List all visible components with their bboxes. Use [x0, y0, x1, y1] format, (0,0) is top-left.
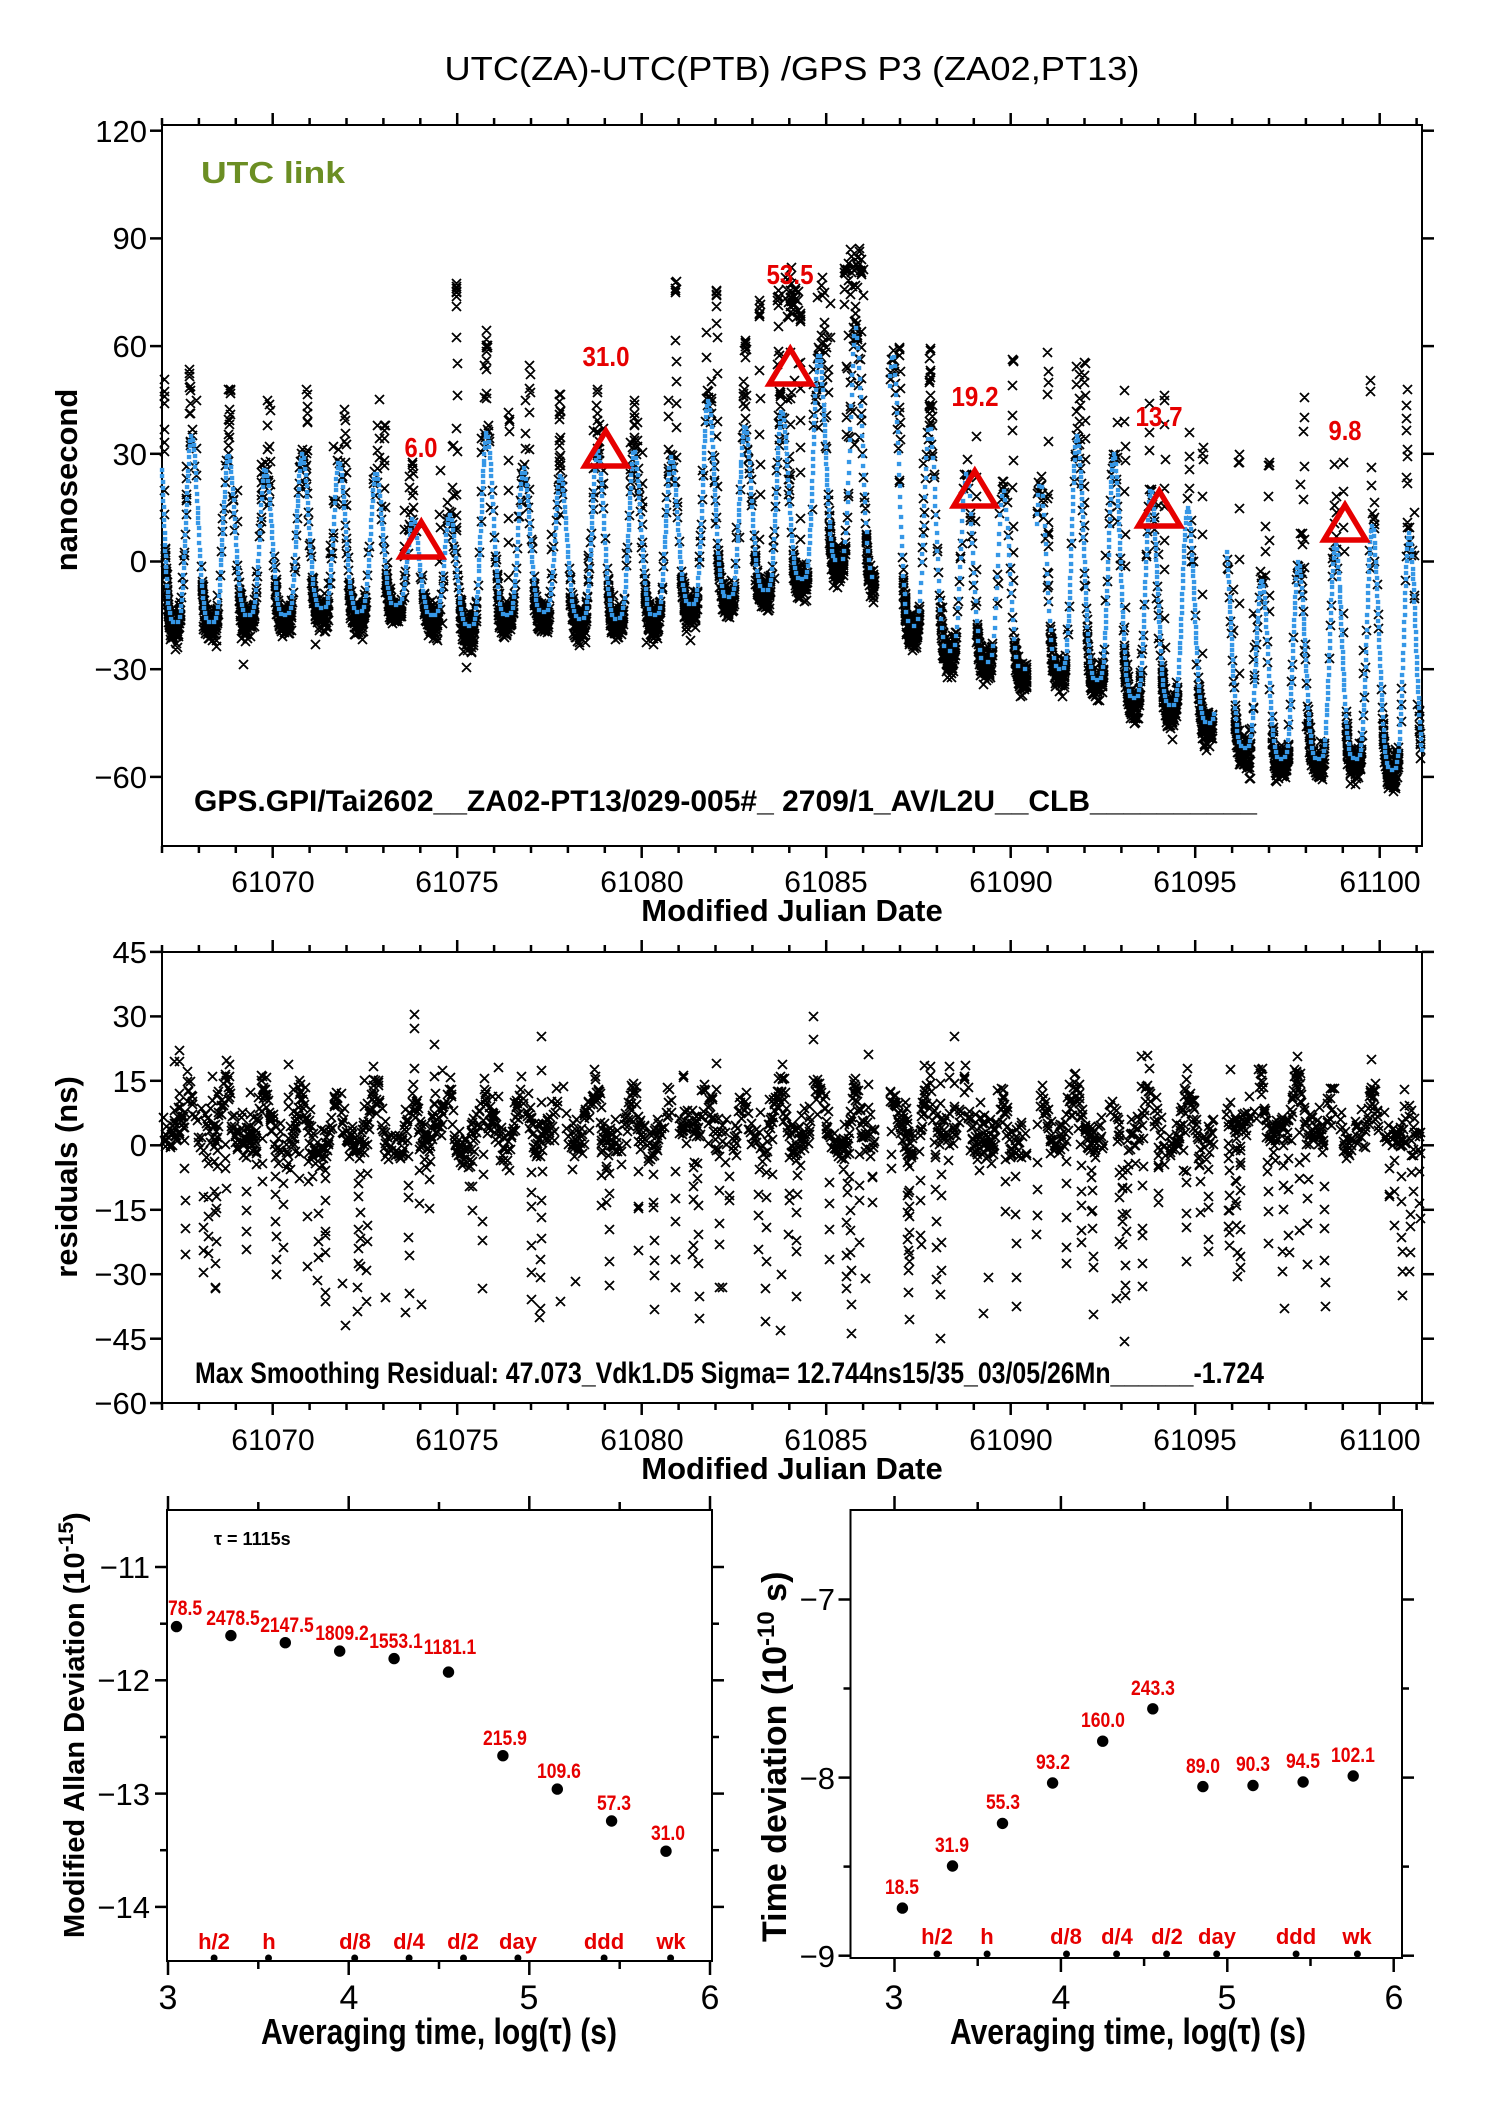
svg-text:0: 0 [130, 1128, 147, 1163]
svg-text:9.8: 9.8 [1329, 415, 1362, 446]
svg-text:day: day [1198, 1924, 1237, 1949]
svg-text:h: h [262, 1929, 275, 1954]
svg-text:h: h [980, 1924, 993, 1949]
svg-text:Averaging time, log(τ) (s): Averaging time, log(τ) (s) [261, 2011, 617, 2052]
svg-text:−45: −45 [94, 1322, 147, 1357]
svg-text:d/2: d/2 [447, 1929, 479, 1954]
svg-text:ddd: ddd [584, 1929, 624, 1954]
svg-text:53.5: 53.5 [767, 259, 814, 290]
svg-text:1809.2: 1809.2 [315, 1622, 369, 1645]
svg-text:2147.5: 2147.5 [260, 1614, 314, 1637]
svg-text:5: 5 [520, 1979, 539, 2017]
svg-text:−30: −30 [94, 1257, 147, 1292]
svg-text:−14: −14 [97, 1890, 150, 1925]
svg-text:55.3: 55.3 [986, 1791, 1020, 1814]
svg-text:day: day [499, 1929, 538, 1954]
svg-text:31.0: 31.0 [651, 1822, 685, 1845]
svg-text:Averaging time, log(τ) (s): Averaging time, log(τ) (s) [950, 2011, 1306, 2052]
svg-text:89.0: 89.0 [1186, 1755, 1220, 1778]
svg-text:d/8: d/8 [1050, 1924, 1082, 1949]
svg-text:Modified Allan Deviation (10-1: Modified Allan Deviation (10-15) [55, 1512, 91, 1938]
svg-text:160.0: 160.0 [1081, 1709, 1125, 1732]
svg-text:61095: 61095 [1153, 1424, 1236, 1457]
svg-text:Modified Julian Date: Modified Julian Date [641, 1451, 942, 1486]
svg-text:61080: 61080 [600, 1424, 683, 1457]
svg-text:1181.1: 1181.1 [424, 1636, 477, 1659]
svg-text:−7: −7 [800, 1582, 835, 1617]
svg-text:61075: 61075 [415, 1424, 498, 1457]
svg-text:Max Smoothing Residual: 47.073: Max Smoothing Residual: 47.073_Vdk1.D5 S… [195, 1357, 1264, 1390]
svg-text:1553.1: 1553.1 [369, 1630, 423, 1653]
svg-text:61100: 61100 [1339, 1424, 1420, 1457]
svg-text:2478.5: 2478.5 [206, 1607, 260, 1630]
svg-text:78.5: 78.5 [168, 1597, 202, 1620]
svg-text:ddd: ddd [1276, 1924, 1316, 1949]
svg-text:4: 4 [1052, 1979, 1071, 2017]
svg-text:nanosecond: nanosecond [49, 389, 84, 572]
svg-text:3: 3 [159, 1979, 178, 2017]
svg-text:τ = 1115s: τ = 1115s [214, 1529, 291, 1549]
svg-text:215.9: 215.9 [483, 1727, 527, 1750]
svg-text:−8: −8 [800, 1761, 835, 1796]
svg-text:61075: 61075 [415, 866, 498, 899]
svg-text:0: 0 [130, 544, 147, 579]
svg-text:d/4: d/4 [393, 1929, 426, 1954]
svg-text:61100: 61100 [1339, 866, 1420, 899]
svg-text:d/4: d/4 [1101, 1924, 1134, 1949]
svg-text:120: 120 [95, 114, 147, 149]
svg-text:6: 6 [701, 1979, 720, 2017]
svg-text:−60: −60 [94, 1386, 147, 1421]
svg-text:d/2: d/2 [1151, 1924, 1183, 1949]
svg-text:GPS.GPI/Tai2602__ZA02-PT13/029: GPS.GPI/Tai2602__ZA02-PT13/029-005#_ 270… [194, 785, 1257, 818]
svg-text:19.2: 19.2 [952, 381, 999, 412]
svg-text:90: 90 [113, 221, 147, 256]
svg-text:wk: wk [655, 1929, 686, 1954]
svg-text:30: 30 [113, 999, 147, 1034]
svg-text:31.9: 31.9 [935, 1834, 969, 1857]
svg-text:h/2: h/2 [198, 1929, 230, 1954]
svg-text:h/2: h/2 [921, 1924, 953, 1949]
svg-text:61080: 61080 [600, 866, 683, 899]
svg-text:61090: 61090 [969, 866, 1052, 899]
svg-text:wk: wk [1341, 1924, 1372, 1949]
svg-text:Modified Julian Date: Modified Julian Date [641, 893, 942, 928]
svg-text:13.7: 13.7 [1136, 401, 1183, 432]
svg-text:90.3: 90.3 [1236, 1753, 1270, 1776]
svg-text:30: 30 [113, 437, 147, 472]
svg-text:4: 4 [340, 1979, 359, 2017]
svg-text:61085: 61085 [784, 866, 867, 899]
svg-text:−13: −13 [97, 1777, 150, 1812]
svg-text:31.0: 31.0 [583, 341, 630, 372]
svg-text:61090: 61090 [969, 1424, 1052, 1457]
svg-text:UTC link: UTC link [201, 155, 346, 190]
svg-text:61085: 61085 [784, 1424, 867, 1457]
svg-text:15: 15 [113, 1064, 147, 1099]
svg-text:60: 60 [113, 329, 147, 364]
svg-text:45: 45 [113, 935, 147, 970]
svg-text:−9: −9 [800, 1939, 835, 1974]
svg-text:6.0: 6.0 [405, 432, 438, 463]
svg-text:residuals (ns): residuals (ns) [49, 1076, 84, 1278]
svg-text:94.5: 94.5 [1286, 1750, 1320, 1773]
svg-text:18.5: 18.5 [885, 1876, 919, 1899]
svg-text:57.3: 57.3 [597, 1792, 631, 1815]
svg-text:93.2: 93.2 [1036, 1751, 1070, 1774]
svg-text:−60: −60 [94, 760, 147, 795]
svg-text:−12: −12 [97, 1663, 150, 1698]
svg-text:243.3: 243.3 [1131, 1677, 1175, 1700]
svg-text:3: 3 [885, 1979, 904, 2017]
svg-text:61095: 61095 [1153, 866, 1236, 899]
svg-text:102.1: 102.1 [1331, 1744, 1375, 1767]
svg-text:5: 5 [1218, 1979, 1237, 2017]
svg-text:−11: −11 [100, 1550, 150, 1585]
svg-text:−30: −30 [94, 652, 147, 687]
svg-text:61070: 61070 [231, 866, 314, 899]
svg-text:6: 6 [1385, 1979, 1404, 2017]
svg-text:−15: −15 [94, 1193, 147, 1228]
svg-text:109.6: 109.6 [537, 1760, 581, 1783]
svg-text:UTC(ZA)-UTC(PTB) /GPS P3 (Z: UTC(ZA)-UTC(PTB) /GPS P3 (ZA02,PT13) [445, 50, 1140, 87]
svg-text:61070: 61070 [231, 1424, 314, 1457]
svg-text:d/8: d/8 [339, 1929, 371, 1954]
